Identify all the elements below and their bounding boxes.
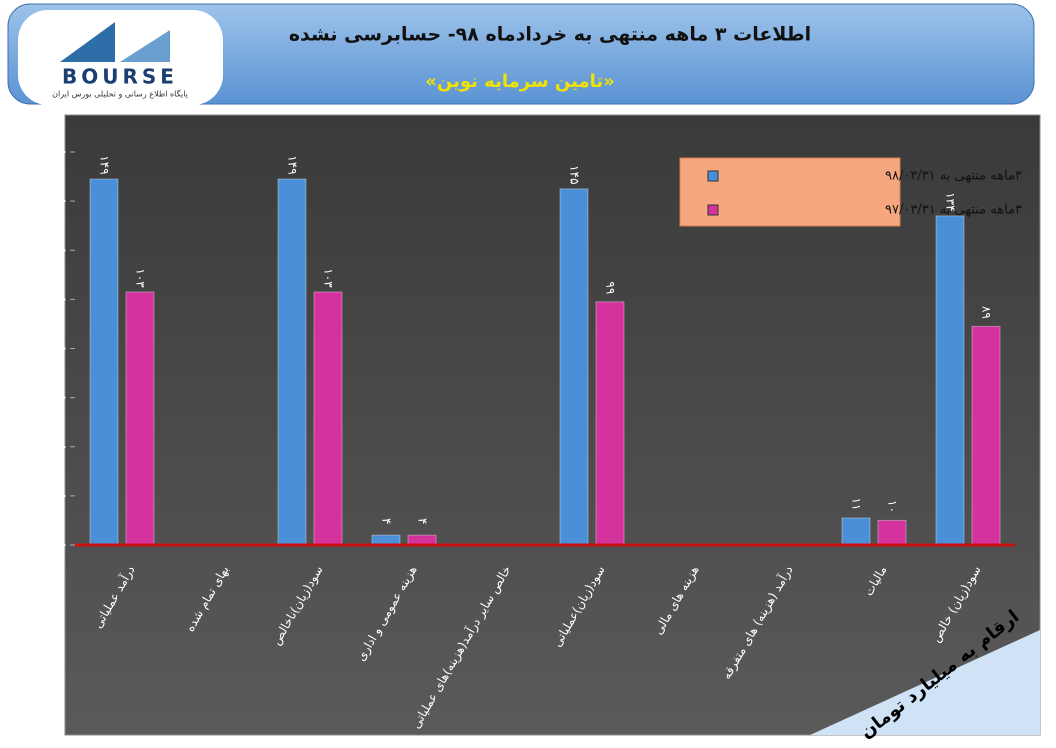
legend-label: ۳ماهه منتهی به ۹۷/۰۳/۳۱ [885, 203, 1022, 218]
value-label: ۸۹ [980, 306, 994, 319]
logo-panel [18, 10, 223, 105]
value-label: ۴ [380, 518, 394, 524]
value-label: ۱۰ [886, 500, 900, 513]
value-label: ۴ [416, 518, 430, 524]
y-tick-label: ۱۲۰ [46, 243, 68, 257]
y-tick-label: ۰۲۰ [46, 488, 68, 502]
bar [313, 291, 343, 546]
value-label: ۱۰۳ [322, 268, 336, 288]
bar [877, 519, 907, 546]
bar [935, 215, 965, 546]
y-tick-label: ۱۰۰ [46, 292, 68, 306]
bar [971, 325, 1001, 546]
logo-mark [60, 22, 115, 62]
value-label: ۱۱ [850, 498, 864, 511]
y-tick-label: ۰۸۰ [46, 341, 68, 355]
bar [277, 178, 307, 546]
subtitle: «تامین سرمایه نوین» [425, 71, 615, 92]
note-panel [810, 630, 1040, 735]
value-label: ۱۳۴ [944, 192, 958, 211]
y-tick-label: ۰۴۰ [46, 439, 68, 453]
legend-swatch [707, 170, 719, 182]
bar [125, 291, 155, 546]
value-label: ۱۰۳ [134, 268, 148, 288]
legend [679, 157, 901, 227]
value-label: ۱۴۹ [286, 155, 300, 174]
y-tick-label: ۱۴۰ [46, 194, 68, 208]
logo-name: BOURSE [62, 65, 178, 89]
y-tick-label: ۱۶۰ [46, 145, 68, 159]
value-label: ۱۴۹ [98, 155, 112, 174]
header-panel [7, 3, 1035, 105]
value-label: ۹۹ [604, 281, 618, 294]
y-tick-label: ۰ [61, 538, 68, 552]
bar [89, 178, 119, 546]
title: اطلاعات ۳ ماهه منتهی به خردادماه ۹۸- حسا… [289, 24, 811, 46]
value-label: ۱۴۵ [568, 165, 582, 184]
bar [559, 188, 589, 546]
logo-mark [120, 30, 170, 62]
y-tick-label: ۰۶۰ [46, 390, 68, 404]
legend-swatch [707, 204, 719, 216]
bar [841, 517, 871, 546]
legend-label: ۳ماهه منتهی به ۹۸/۰۳/۳۱ [885, 169, 1022, 184]
logo-tagline: پایگاه اطلاع رسانی و تحلیلی بورس ایران [52, 89, 188, 99]
bar [595, 301, 625, 546]
